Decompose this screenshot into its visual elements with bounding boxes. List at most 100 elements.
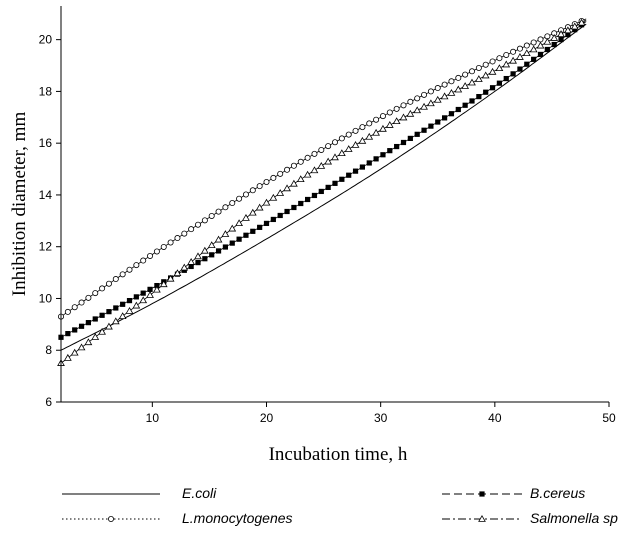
series-marker [111,317,120,325]
series-marker [510,71,516,77]
series-marker [537,36,544,43]
series-marker [332,180,338,186]
series-marker [461,82,470,89]
series-marker [201,217,208,224]
series-marker [427,88,434,95]
series-marker [304,154,311,161]
series-marker [407,98,414,105]
series-marker [510,48,517,55]
legend-item: Salmonella sp [442,510,618,526]
series-marker [78,323,85,329]
series-marker [133,262,140,269]
legend-label: B.cereus [530,485,585,501]
series-marker [140,290,146,296]
series-marker [64,308,71,315]
series-marker [366,120,373,127]
series-marker [181,230,188,237]
series-marker [113,305,119,311]
series-marker [373,116,380,123]
series-marker [379,124,387,132]
series-marker [187,258,196,265]
series-marker [345,131,352,138]
series-marker [373,156,379,162]
series-marker [496,55,503,62]
series-marker [106,309,112,315]
legend-item: B.cereus [442,485,585,501]
series-marker [488,67,497,75]
series-marker [372,128,380,136]
series-marker [208,212,215,219]
series-marker [420,102,428,110]
series-marker [255,203,264,211]
series-marker [558,36,564,43]
series-marker [331,139,338,146]
series-marker [98,327,106,335]
series-marker [139,296,148,304]
series-marker [215,208,222,215]
series-marker [249,187,256,194]
series-marker [188,226,195,233]
series-marker [195,259,201,266]
series-marker [269,193,278,201]
series-marker [448,111,455,117]
series-marker [120,301,126,307]
series-1 [60,23,587,351]
series-marker [284,166,291,173]
series-marker [248,208,257,216]
series-marker [250,228,256,234]
series-marker [180,263,189,271]
series-marker [462,102,468,108]
series-marker [447,89,456,96]
series-marker [317,161,326,169]
series-marker [440,92,449,100]
series-marker [228,224,237,232]
series-marker [126,297,133,304]
series-marker [387,148,393,154]
series-marker [77,343,86,351]
series-marker [557,30,565,37]
series-4 [57,18,587,366]
series-marker [119,271,126,278]
series-marker [509,56,517,64]
series-marker [414,131,420,137]
series-marker [147,286,153,292]
series-marker [257,224,263,230]
series-marker [222,204,229,211]
series-marker [133,294,139,300]
series-marker [503,51,510,58]
series-marker [147,252,154,259]
plot-area [57,18,587,366]
series-marker [70,348,79,356]
series-marker [476,94,482,100]
series-marker [516,53,524,60]
series-marker [167,239,174,246]
series-marker [173,269,182,277]
series-marker [262,198,271,206]
series-marker [297,158,304,165]
legend-label: L.monocytogenes [182,510,293,526]
series-marker [407,135,413,142]
series-marker [496,80,502,86]
series-marker [379,113,386,120]
series-marker [489,85,496,91]
series-marker [194,252,202,260]
series-marker [91,333,100,340]
series-marker [433,95,442,103]
series-marker [72,327,78,333]
series-marker [572,27,578,33]
series-marker [92,290,99,297]
series-marker [276,189,285,196]
series-marker [481,71,490,79]
series-marker [503,75,509,82]
series-marker [442,115,448,121]
legend: E.coli B.cereus L.monocytogenes Salmonella … [62,485,618,526]
series-marker [235,219,243,227]
series-marker [380,152,386,158]
series-marker [455,106,461,113]
y-tick-label: 12 [39,240,53,254]
series-marker [222,244,228,250]
series-marker [346,172,352,178]
series-marker [475,64,482,71]
series-marker [489,58,496,65]
series-marker [310,166,319,174]
